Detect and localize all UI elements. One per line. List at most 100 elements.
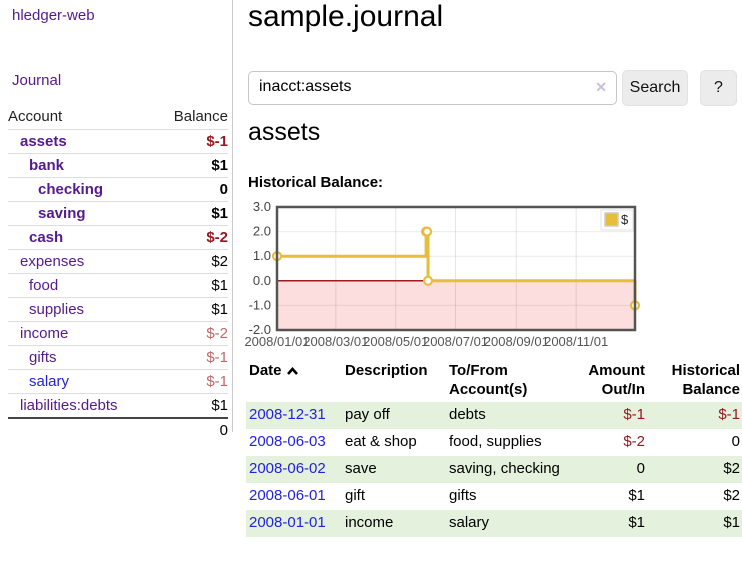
- account-balance: $1: [155, 273, 228, 298]
- chart-heading: Historical Balance:: [248, 174, 384, 191]
- transaction-description: eat & shop: [345, 433, 417, 450]
- transaction-balance: 0: [731, 433, 740, 450]
- transaction-amount: $1: [628, 514, 645, 531]
- svg-text:-2.0: -2.0: [249, 322, 271, 337]
- account-balance: $1: [155, 153, 228, 178]
- account-heading: assets: [248, 118, 321, 146]
- account-row-cash: cash $-2: [8, 225, 228, 250]
- account-link-bank[interactable]: bank: [29, 157, 65, 174]
- account-link-gifts[interactable]: gifts: [29, 349, 57, 366]
- transaction-amount: $-1: [623, 406, 645, 423]
- app-brand-link[interactable]: hledger-web: [12, 7, 95, 24]
- account-balance: $1: [155, 393, 228, 418]
- column-header-date[interactable]: Date: [246, 358, 345, 402]
- account-row-bank: bank $1: [8, 153, 228, 178]
- transaction-description: gift: [345, 487, 366, 504]
- svg-text:0.0: 0.0: [253, 273, 271, 288]
- account-link-assets[interactable]: assets: [20, 133, 67, 150]
- account-link-cash[interactable]: cash: [29, 229, 64, 246]
- register-row: 2008-01-01 income salary $1 $1: [246, 510, 742, 537]
- search-input[interactable]: [259, 78, 589, 96]
- svg-text:2008/07/01: 2008/07/01: [423, 334, 488, 349]
- column-header-amount[interactable]: Amount Out/In: [588, 362, 645, 398]
- transaction-date-link[interactable]: 2008-01-01: [249, 514, 326, 531]
- account-balance: $-2: [155, 321, 228, 346]
- account-balance: $-1: [155, 369, 228, 394]
- account-row-food: food $1: [8, 273, 228, 298]
- date-header-label: Date: [249, 362, 282, 379]
- column-header-balance[interactable]: Historical Balance: [671, 362, 740, 398]
- account-row-income: income $-2: [8, 321, 228, 346]
- account-link-food[interactable]: food: [29, 277, 59, 294]
- account-row-supplies: supplies $1: [8, 297, 228, 322]
- account-link-liabilities-debts[interactable]: liabilities:debts: [20, 397, 118, 414]
- account-row-saving: saving $1: [8, 201, 228, 226]
- svg-text:3.0: 3.0: [253, 202, 271, 214]
- transaction-accounts: salary: [449, 514, 490, 531]
- transaction-description: pay off: [345, 406, 390, 423]
- search-button[interactable]: Search: [622, 70, 688, 106]
- account-link-income[interactable]: income: [20, 325, 69, 342]
- column-header-accounts[interactable]: To/From Account(s): [449, 362, 528, 398]
- register-row: 2008-06-01 gift gifts $1 $2: [246, 483, 742, 510]
- svg-text:2008/01/01: 2008/01/01: [244, 334, 309, 349]
- historical-balance-chart[interactable]: $3.0 2.0 1.0 0.0 -1.0 -2.0 2008/01/01 2008/03/0…: [243, 202, 643, 350]
- sidebar: hledger-web Journal Account Balance asse…: [0, 0, 233, 442]
- transaction-accounts: food, supplies: [449, 433, 542, 450]
- account-balance: $1: [155, 201, 228, 226]
- account-row-liabilities-debts: liabilities:debts $1: [8, 393, 228, 418]
- account-balance: 0: [155, 177, 228, 202]
- svg-text:2008/03/01: 2008/03/01: [303, 334, 368, 349]
- transaction-date-link[interactable]: 2008-06-01: [249, 487, 326, 504]
- svg-text:2.0: 2.0: [253, 224, 271, 239]
- account-row-salary: salary $-1: [8, 369, 228, 394]
- transaction-accounts: debts: [449, 406, 486, 423]
- register-table: Date Description To/From Account(s) Amou…: [246, 358, 742, 537]
- page-title: sample.journal: [248, 0, 444, 33]
- transaction-amount: $-2: [623, 433, 645, 450]
- account-row-gifts: gifts $-1: [8, 345, 228, 370]
- accounts-header-row: Account Balance: [8, 105, 228, 130]
- svg-text:2008/09/01: 2008/09/01: [484, 334, 549, 349]
- svg-text:1.0: 1.0: [253, 248, 271, 263]
- svg-text:-1.0: -1.0: [249, 297, 271, 312]
- account-balance: $-2: [155, 225, 228, 250]
- accounts-table: Account Balance assets $-1 bank $1 check…: [8, 105, 228, 442]
- transaction-balance: $1: [723, 514, 740, 531]
- register-row: 2008-06-02 save saving, checking 0 $2: [246, 456, 742, 483]
- help-button[interactable]: ?: [700, 70, 737, 106]
- account-link-salary[interactable]: salary: [29, 373, 70, 390]
- transaction-date-link[interactable]: 2008-12-31: [249, 406, 326, 423]
- account-link-expenses[interactable]: expenses: [20, 253, 85, 270]
- column-header-description[interactable]: Description: [345, 362, 428, 379]
- transaction-accounts: gifts: [449, 487, 477, 504]
- accounts-total-balance: 0: [155, 417, 228, 442]
- journal-nav-link[interactable]: Journal: [12, 72, 62, 89]
- transaction-description: income: [345, 514, 394, 531]
- transaction-balance: $2: [723, 460, 740, 477]
- register-header-row: Date Description To/From Account(s) Amou…: [246, 358, 742, 402]
- svg-text:$: $: [621, 212, 629, 227]
- transaction-balance: $2: [723, 487, 740, 504]
- search-form: ✕ Search ?: [248, 70, 742, 106]
- transaction-balance: $-1: [718, 406, 740, 423]
- transaction-accounts: saving, checking: [449, 460, 560, 477]
- accounts-header-account: Account: [8, 108, 63, 125]
- account-balance: $-1: [155, 345, 228, 370]
- svg-text:2008/11/01: 2008/11/01: [544, 334, 608, 349]
- register-row: 2008-12-31 pay off debts $-1 $-1: [246, 402, 742, 429]
- register-row: 2008-06-03 eat & shop food, supplies $-2…: [246, 429, 742, 456]
- transaction-amount: $1: [628, 487, 645, 504]
- account-link-checking[interactable]: checking: [38, 181, 104, 198]
- svg-text:2008/05/01: 2008/05/01: [363, 334, 428, 349]
- transaction-date-link[interactable]: 2008-06-02: [249, 460, 326, 477]
- account-row-assets: assets $-1: [8, 129, 228, 154]
- account-balance: $1: [155, 297, 228, 322]
- clear-search-icon[interactable]: ✕: [595, 79, 607, 95]
- search-box: ✕: [248, 71, 617, 105]
- account-row-checking: checking 0: [8, 177, 228, 202]
- account-link-supplies[interactable]: supplies: [29, 301, 85, 318]
- transaction-date-link[interactable]: 2008-06-03: [249, 433, 326, 450]
- account-link-saving[interactable]: saving: [38, 205, 86, 222]
- account-balance: $-1: [155, 129, 228, 154]
